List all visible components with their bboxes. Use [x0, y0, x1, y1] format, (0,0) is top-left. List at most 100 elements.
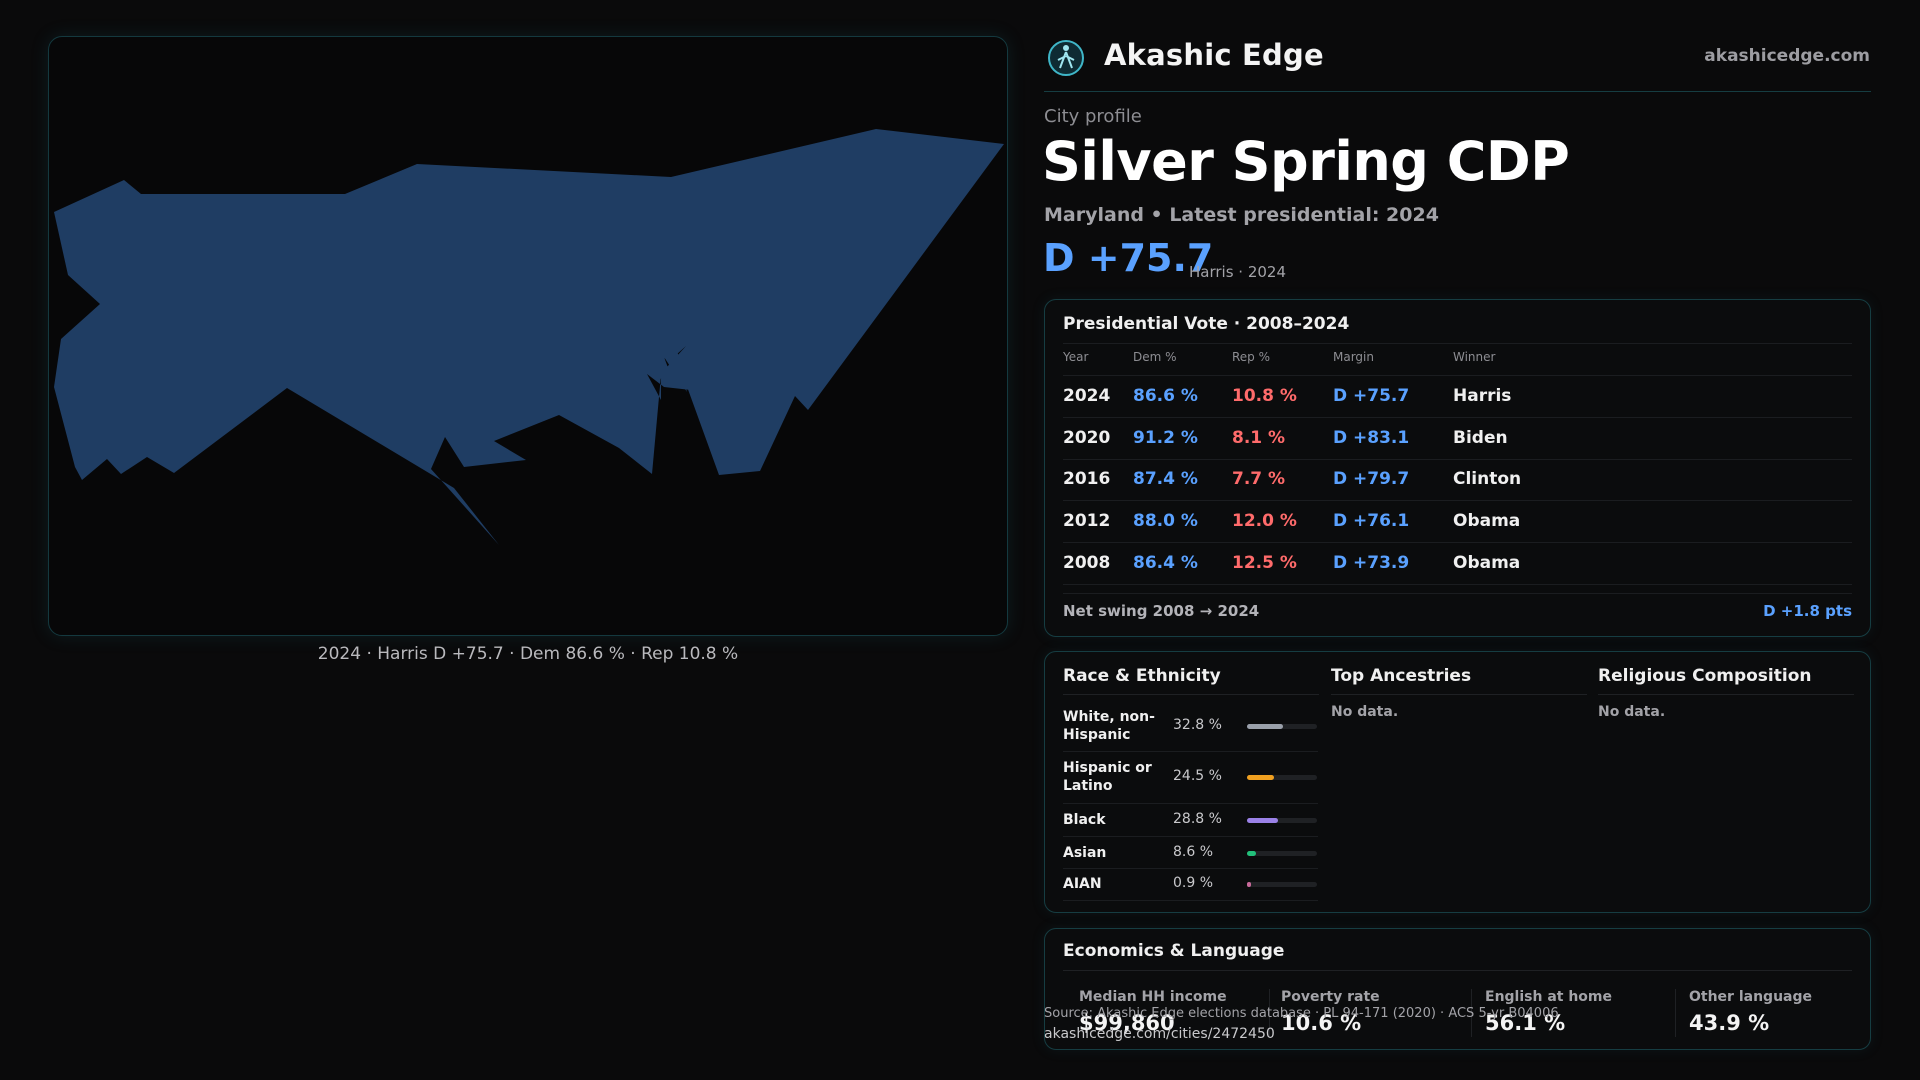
race-pct: 28.8 %: [1173, 811, 1222, 827]
cell-dem: 91.2 %: [1133, 428, 1198, 448]
table-row: 2024 86.6 % 10.8 % D +75.7 Harris: [1063, 376, 1852, 418]
list-item: AIAN 0.9 %: [1063, 870, 1318, 901]
source-url-link[interactable]: akashicedge.com/cities/2472450: [1044, 1026, 1275, 1042]
cell-year: 2024: [1063, 386, 1111, 406]
presidential-vote-card: Presidential Vote · 2008–2024 Year Dem %…: [1044, 299, 1871, 637]
race-bar: [1247, 775, 1317, 780]
cell-rep: 12.0 %: [1232, 511, 1297, 531]
race-bar-fill: [1247, 851, 1257, 856]
race-bar: [1247, 882, 1317, 887]
cell-dem: 88.0 %: [1133, 511, 1198, 531]
list-item: Black 28.8 %: [1063, 805, 1318, 837]
race-label: Black: [1063, 812, 1106, 828]
vote-header-divider: [1063, 375, 1852, 376]
boundary-map[interactable]: [48, 36, 1008, 636]
net-swing-value: D +1.8 pts: [1763, 602, 1852, 620]
col-header-year: Year: [1063, 350, 1089, 364]
list-item: White, non-Hispanic 32.8 %: [1063, 704, 1318, 752]
header-divider: [1044, 91, 1871, 92]
race-label: AIAN: [1063, 876, 1102, 892]
demographics-card: Race & Ethnicity White, non-Hispanic 32.…: [1044, 651, 1871, 913]
stat-divider: [1675, 989, 1676, 1037]
cell-dem: 86.4 %: [1133, 553, 1198, 573]
race-bar: [1247, 724, 1317, 729]
cell-margin: D +75.7: [1333, 386, 1410, 406]
stat-label: Other language: [1689, 989, 1812, 1005]
stat-label: Poverty rate: [1281, 989, 1380, 1005]
col-header-rep: Rep %: [1232, 350, 1271, 364]
religion-title-divider: [1598, 694, 1854, 695]
race-bar: [1247, 851, 1317, 856]
vote-card-title: Presidential Vote · 2008–2024: [1063, 314, 1350, 334]
page-eyebrow: City profile: [1044, 106, 1142, 127]
stat-divider: [1269, 989, 1270, 1037]
ancestries-empty: No data.: [1331, 704, 1399, 720]
vote-title-divider: [1063, 343, 1852, 344]
list-item: Hispanic or Latino 24.5 %: [1063, 753, 1318, 804]
ancestries-title: Top Ancestries: [1331, 666, 1472, 686]
race-title-divider: [1063, 694, 1319, 695]
page-subtitle: Maryland • Latest presidential: 2024: [1044, 204, 1439, 226]
cell-winner: Obama: [1453, 511, 1521, 531]
map-svg: [54, 129, 1004, 545]
net-swing-label: Net swing 2008 → 2024: [1063, 602, 1260, 620]
cell-year: 2008: [1063, 553, 1111, 573]
cell-rep: 7.7 %: [1232, 469, 1286, 489]
cell-winner: Clinton: [1453, 469, 1522, 489]
list-item: Asian 8.6 %: [1063, 838, 1318, 869]
ancestries-title-divider: [1331, 694, 1587, 695]
stat-value: 10.6 %: [1281, 1011, 1362, 1035]
map-caption: 2024 · Harris D +75.7 · Dem 86.6 % · Rep…: [317, 644, 739, 664]
stat-label: English at home: [1485, 989, 1613, 1005]
table-row: 2008 86.4 % 12.5 % D +73.9 Obama: [1063, 543, 1852, 585]
swing-divider: [1063, 593, 1852, 594]
stat-value: 56.1 %: [1485, 1011, 1566, 1035]
cell-rep: 10.8 %: [1232, 386, 1297, 406]
cell-margin: D +73.9: [1333, 553, 1410, 573]
col-header-winner: Winner: [1453, 350, 1496, 364]
race-title: Race & Ethnicity: [1063, 666, 1221, 686]
cell-dem: 86.6 %: [1133, 386, 1198, 406]
col-header-dem: Dem %: [1133, 350, 1177, 364]
stat-value: 43.9 %: [1689, 1011, 1770, 1035]
race-pct: 24.5 %: [1173, 768, 1222, 784]
race-bar-fill: [1247, 724, 1283, 729]
source-citation: Source: Akashic Edge elections database …: [1044, 1006, 1559, 1021]
stat-label: Median HH income: [1079, 989, 1227, 1005]
economics-title: Economics & Language: [1063, 941, 1285, 961]
race-bar-fill: [1247, 818, 1279, 823]
table-row: 2016 87.4 % 7.7 % D +79.7 Clinton: [1063, 459, 1852, 501]
race-label: Asian: [1063, 845, 1107, 861]
brand-url-link[interactable]: akashicedge.com: [1704, 46, 1870, 66]
cdp-boundary-shape[interactable]: [54, 129, 1004, 545]
cell-margin: D +76.1: [1333, 511, 1410, 531]
col-header-margin: Margin: [1333, 350, 1374, 364]
table-row: 2012 88.0 % 12.0 % D +76.1 Obama: [1063, 501, 1852, 543]
race-pct: 0.9 %: [1173, 875, 1214, 891]
race-pct: 32.8 %: [1173, 717, 1222, 733]
religion-empty: No data.: [1598, 704, 1666, 720]
race-pct: 8.6 %: [1173, 844, 1214, 860]
brand-name[interactable]: Akashic Edge: [1104, 38, 1324, 72]
economics-title-divider: [1063, 970, 1852, 971]
page-title: Silver Spring CDP: [1042, 130, 1570, 193]
table-row: 2020 91.2 % 8.1 % D +83.1 Biden: [1063, 418, 1852, 460]
cell-margin: D +79.7: [1333, 469, 1410, 489]
race-bar: [1247, 818, 1317, 823]
race-label: White, non-Hispanic: [1063, 709, 1155, 743]
race-bar-fill: [1247, 775, 1274, 780]
cell-rep: 12.5 %: [1232, 553, 1297, 573]
religion-title: Religious Composition: [1598, 666, 1812, 686]
cell-winner: Obama: [1453, 553, 1521, 573]
cell-margin: D +83.1: [1333, 428, 1410, 448]
stat-divider: [1471, 989, 1472, 1037]
hiker-globe-icon[interactable]: [1046, 38, 1086, 78]
cell-rep: 8.1 %: [1232, 428, 1286, 448]
stat-value: $99,860: [1079, 1011, 1175, 1035]
race-bar-fill: [1247, 882, 1251, 887]
cell-dem: 87.4 %: [1133, 469, 1198, 489]
latest-margin: D +75.7: [1043, 236, 1214, 280]
cell-winner: Harris: [1453, 386, 1512, 406]
cell-year: 2020: [1063, 428, 1111, 448]
